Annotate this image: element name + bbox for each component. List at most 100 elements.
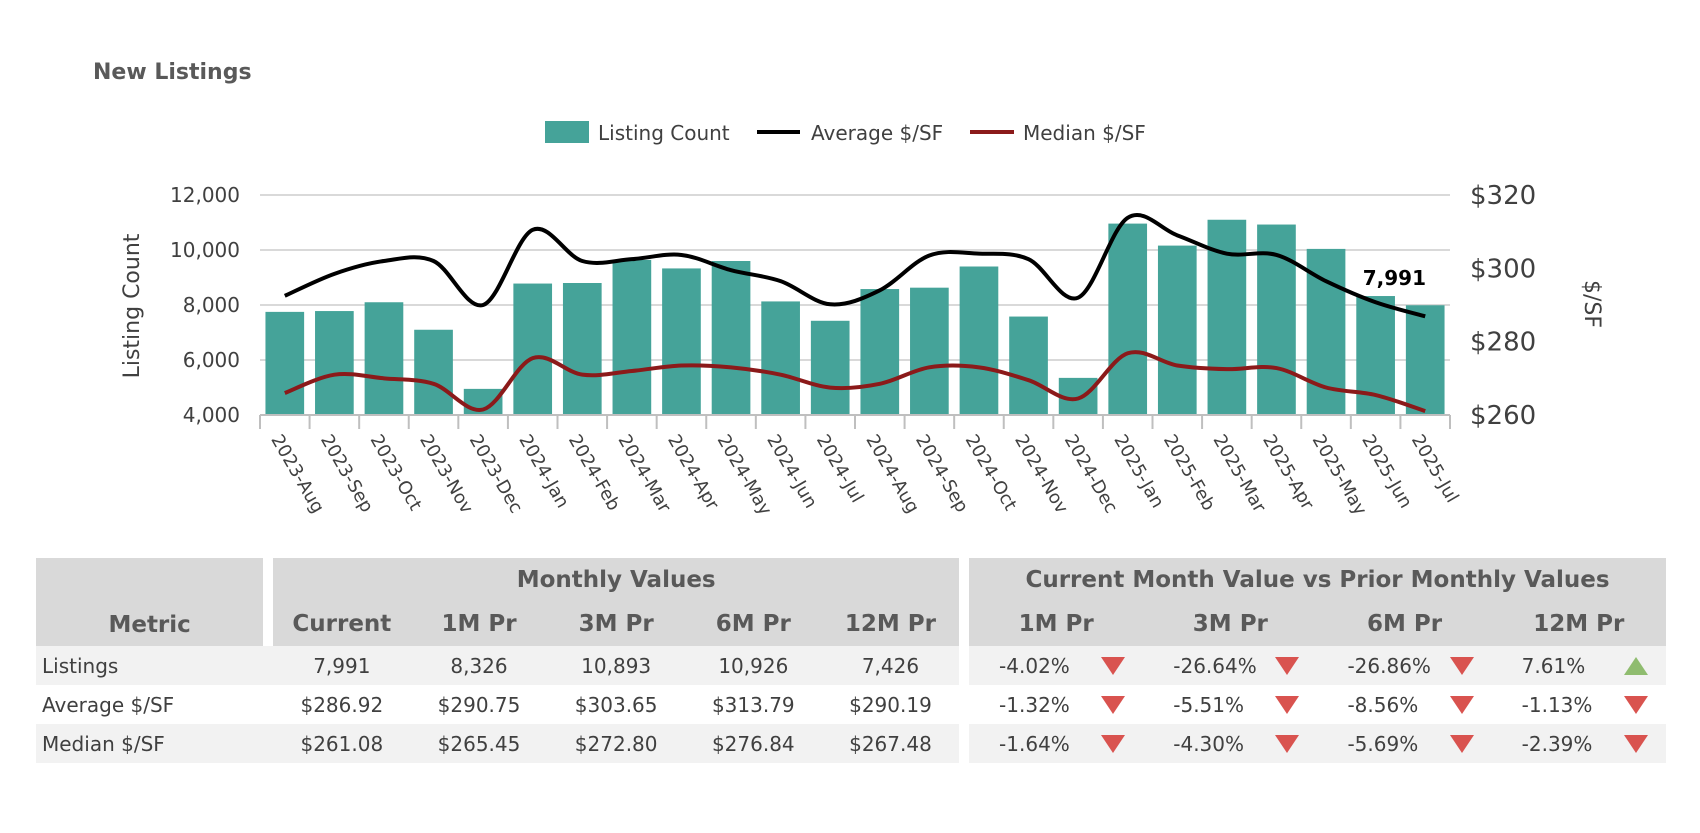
legend-bar-swatch (545, 121, 589, 143)
combo-chart: Listing Count Average $/SF Median $/SF 4… (120, 121, 1604, 519)
y2-tick-label: $300 (1470, 254, 1536, 284)
change-cell: -4.02% (969, 646, 1144, 685)
col-header-comparison: 3M Pr (1143, 602, 1318, 646)
change-cell: -2.39% (1491, 724, 1666, 763)
y-tick-label: 8,000 (183, 293, 240, 317)
change-percent: -26.86% (1347, 653, 1431, 678)
arrow-down-icon (1624, 734, 1648, 753)
row-metric-label: Listings (36, 646, 274, 685)
y2-tick-label: $280 (1470, 328, 1536, 358)
change-cell: -1.32% (969, 685, 1144, 724)
last-value-annotation: 7,991 (1363, 266, 1426, 290)
bar (711, 261, 751, 415)
col-header-monthly: 3M Pr (547, 602, 685, 646)
bar (910, 287, 949, 415)
group-header-comparison: Current Month Value vs Prior Monthly Val… (969, 558, 1666, 602)
change-percent: -5.69% (1347, 731, 1419, 756)
y-tick-label: 6,000 (183, 348, 240, 372)
y2-tick-label: $260 (1470, 401, 1536, 431)
monthly-value-cell: $261.08 (273, 724, 411, 763)
y-tick-label: 12,000 (170, 183, 240, 207)
bar (265, 311, 305, 415)
arrow-down-icon (1101, 656, 1126, 675)
monthly-value-cell: $286.92 (273, 685, 411, 724)
monthly-value-cell: $267.48 (821, 724, 960, 763)
change-percent: -1.64% (999, 731, 1070, 756)
arrow-down-icon (1449, 656, 1474, 675)
y-axis-label: Listing Count (120, 233, 145, 378)
change-cell: -8.56% (1317, 685, 1492, 724)
change-percent: -4.02% (999, 653, 1070, 678)
change-cell: -4.30% (1143, 724, 1318, 763)
monthly-value-cell: 7,426 (821, 646, 960, 685)
arrow-down-icon (1624, 695, 1648, 714)
change-percent: -1.13% (1521, 692, 1593, 717)
table-row: Listings 7,991 8,326 10,893 10,926 7,426 -4.02… (36, 646, 1666, 685)
arrow-up-icon (1624, 656, 1648, 675)
bar (513, 283, 553, 415)
table-row: Median $/SF $261.08 $265.45 $272.80 $276.84 $… (36, 724, 1666, 763)
bar (1405, 305, 1445, 415)
arrow-down-icon (1449, 695, 1474, 714)
row-metric-label: Median $/SF (36, 724, 274, 763)
col-header-monthly: 1M Pr (410, 602, 548, 646)
y-tick-label: 10,000 (170, 238, 240, 262)
arrow-down-icon (1449, 734, 1474, 753)
monthly-value-cell: 10,893 (547, 646, 685, 685)
y2-tick-label: $320 (1470, 181, 1536, 211)
bar (1108, 223, 1148, 415)
metrics-table: Metric Monthly Values Current Month Valu… (36, 558, 1666, 763)
monthly-value-cell: $313.79 (684, 685, 822, 724)
change-percent: -2.39% (1521, 731, 1593, 756)
monthly-value-cell: $276.84 (684, 724, 822, 763)
col-header-monthly: Current (273, 602, 411, 646)
bar (364, 302, 404, 415)
bar (959, 266, 999, 415)
group-header-monthly: Monthly Values (273, 558, 960, 602)
monthly-value-cell: $265.45 (410, 724, 548, 763)
bar (562, 283, 602, 415)
arrow-down-icon (1275, 656, 1300, 675)
table-row: Average $/SF $286.92 $290.75 $303.65 $313.79… (36, 685, 1666, 724)
col-header-comparison: 6M Pr (1317, 602, 1492, 646)
chart-title: New Listings (93, 60, 252, 85)
change-percent: 7.61% (1521, 653, 1586, 678)
x-tick-label: 2024-Jul (812, 431, 868, 506)
bar (860, 289, 900, 415)
arrow-down-icon (1275, 695, 1300, 714)
y-tick-label: 4,000 (183, 403, 240, 427)
change-percent: -26.64% (1173, 653, 1257, 678)
change-cell: 7.61% (1491, 646, 1666, 685)
change-percent: -5.51% (1173, 692, 1245, 717)
monthly-value-cell: $290.19 (821, 685, 960, 724)
monthly-value-cell: $290.75 (410, 685, 548, 724)
change-cell: -5.51% (1143, 685, 1318, 724)
legend-median-label: Median $/SF (1023, 121, 1146, 145)
change-percent: -4.30% (1173, 731, 1245, 756)
x-tick-label: 2025-Jul (1407, 431, 1463, 506)
col-header-monthly: 6M Pr (684, 602, 822, 646)
avg-line (283, 213, 1426, 319)
legend-avg-label: Average $/SF (811, 121, 943, 145)
change-cell: -1.13% (1491, 685, 1666, 724)
median-line (284, 350, 1426, 413)
change-cell: -1.64% (969, 724, 1144, 763)
bar (1157, 245, 1197, 415)
monthly-value-cell: 8,326 (410, 646, 548, 685)
monthly-value-cell: $303.65 (547, 685, 685, 724)
change-percent: -1.32% (999, 692, 1070, 717)
bar (761, 301, 800, 415)
arrow-down-icon (1275, 734, 1300, 753)
col-header-comparison: 12M Pr (1491, 602, 1666, 646)
metric-header: Metric (36, 558, 264, 646)
bar (315, 311, 354, 415)
bar (414, 329, 453, 415)
arrow-down-icon (1101, 695, 1126, 714)
col-header-comparison: 1M Pr (969, 602, 1144, 646)
change-cell: -5.69% (1317, 724, 1492, 763)
bar (810, 320, 850, 415)
change-percent: -8.56% (1347, 692, 1419, 717)
monthly-value-cell: 10,926 (684, 646, 822, 685)
monthly-value-cell: 7,991 (273, 646, 411, 685)
bar (1009, 316, 1048, 415)
